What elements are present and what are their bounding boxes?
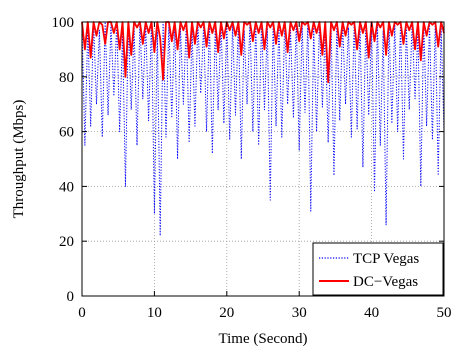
legend-label-tcp-vegas: TCP Vegas	[353, 251, 419, 267]
y-tick-label: 20	[59, 234, 74, 250]
x-tick-label: 0	[78, 305, 86, 321]
x-tick-label: 20	[219, 305, 234, 321]
y-tick-label: 80	[59, 70, 74, 86]
y-tick-label: 60	[59, 125, 74, 141]
y-tick-label: 0	[67, 289, 75, 305]
tick-layer: 0 10 20 30 40 50 0 20 40 60 80 100	[52, 15, 452, 321]
y-axis-label: Throughput (Mbps)	[11, 100, 27, 219]
series-line-tcp-vegas	[81, 21, 445, 237]
legend: TCP Vegas DC−Vegas	[312, 242, 444, 296]
legend-label-dc-vegas: DC−Vegas	[353, 274, 418, 290]
x-axis-label: Time (Second)	[218, 331, 307, 347]
x-tick-label: 40	[364, 305, 379, 321]
x-tick-label: 30	[292, 305, 307, 321]
x-tick-label: 50	[437, 305, 452, 321]
y-tick-label: 40	[59, 179, 74, 195]
y-tick-label: 100	[52, 15, 75, 31]
legend-box	[312, 242, 444, 296]
series-layer	[81, 21, 445, 237]
x-tick-label: 10	[147, 305, 162, 321]
series-line-dc-vegas	[81, 21, 445, 84]
plot-frame	[81, 21, 445, 297]
